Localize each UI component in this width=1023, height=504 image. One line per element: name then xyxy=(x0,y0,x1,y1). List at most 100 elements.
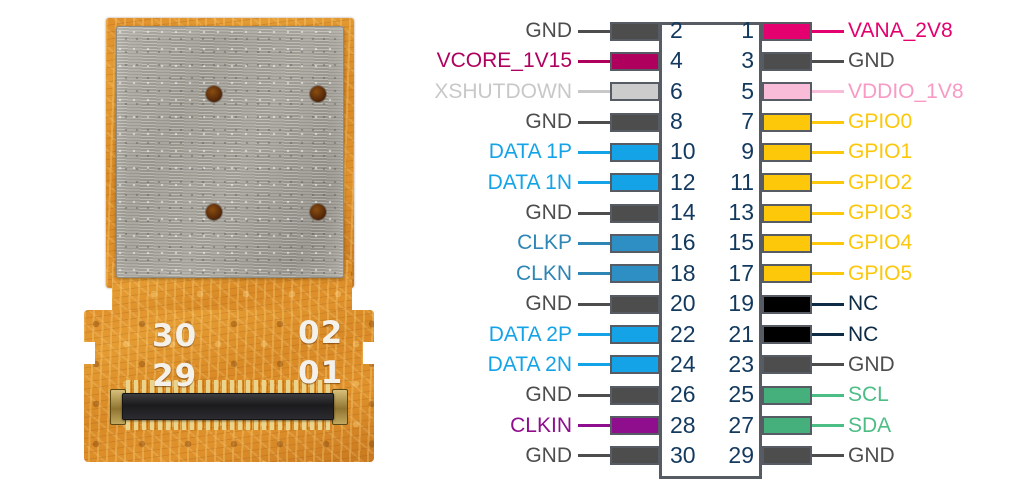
pin-lead-line xyxy=(578,302,612,306)
pin-number-19: 19 xyxy=(728,290,754,317)
pin-pad-29[interactable] xyxy=(762,446,812,466)
pin-number-24: 24 xyxy=(670,350,696,377)
pin-label-1: VANA_2V8 xyxy=(848,19,953,42)
connector-outline-box xyxy=(659,22,762,479)
silkscreen-text: 29 xyxy=(152,358,198,394)
pin-label-8: GND xyxy=(525,110,572,134)
pin-lead-line xyxy=(578,393,612,397)
pin-label-25: SCL xyxy=(848,383,889,407)
pin-pad-18[interactable] xyxy=(610,264,660,284)
shield-hole xyxy=(206,204,222,220)
pin-number-26: 26 xyxy=(670,381,696,408)
pin-pad-11[interactable] xyxy=(762,173,812,193)
pin-pad-8[interactable] xyxy=(610,112,660,132)
pin-number-23: 23 xyxy=(728,350,754,377)
pin-lead-line xyxy=(578,59,612,63)
pin-label-22: DATA 2P xyxy=(488,322,572,346)
silkscreen-text: 30 xyxy=(152,318,198,354)
pin-number-17: 17 xyxy=(728,259,754,286)
pin-lead-line xyxy=(810,333,844,336)
pin-number-22: 22 xyxy=(670,320,696,347)
pin-lead-line xyxy=(578,363,612,367)
pin-label-29: GND xyxy=(848,443,895,467)
pin-label-20: GND xyxy=(525,292,572,316)
pin-pad-27[interactable] xyxy=(762,416,812,436)
pin-number-3: 3 xyxy=(741,47,754,74)
pin-pad-7[interactable] xyxy=(762,112,812,132)
shield-hole xyxy=(310,86,326,102)
pin-number-21: 21 xyxy=(728,320,754,347)
pin-number-15: 15 xyxy=(728,229,754,256)
pin-pad-30[interactable] xyxy=(610,446,660,466)
pin-number-2: 2 xyxy=(670,17,683,43)
pin-pad-17[interactable] xyxy=(762,264,812,284)
pin-number-11: 11 xyxy=(730,168,754,195)
pin-lead-line xyxy=(578,424,612,428)
pin-lead-line xyxy=(578,120,612,124)
metal-shield-can xyxy=(116,26,344,278)
pin-lead-line xyxy=(810,211,844,215)
pin-label-7: GPIO0 xyxy=(848,110,913,134)
pin-label-2: GND xyxy=(525,19,572,42)
pin-number-1: 1 xyxy=(741,17,754,43)
pin-pad-22[interactable] xyxy=(610,325,660,344)
pin-pad-1[interactable] xyxy=(762,21,812,41)
pin-lead-line xyxy=(810,454,844,458)
pin-pad-13[interactable] xyxy=(762,203,812,223)
pin-number-5: 5 xyxy=(741,77,754,104)
pin-lead-line xyxy=(810,150,844,154)
pin-label-16: CLKP xyxy=(517,231,572,255)
pin-pad-25[interactable] xyxy=(762,385,812,405)
pin-label-15: GPIO4 xyxy=(848,231,913,255)
pin-number-12: 12 xyxy=(670,168,696,195)
silkscreen-text: 02 xyxy=(298,315,344,351)
pin-label-12: DATA 1N xyxy=(487,170,572,194)
pin-pad-19[interactable] xyxy=(762,294,812,314)
pin-pad-9[interactable] xyxy=(762,142,812,162)
pin-pad-5[interactable] xyxy=(762,82,812,102)
board-to-board-connector xyxy=(122,393,334,420)
pin-pad-4[interactable] xyxy=(610,51,660,71)
board-notch-right xyxy=(363,342,374,364)
pin-label-23: GND xyxy=(848,352,895,376)
pin-pad-14[interactable] xyxy=(610,203,660,223)
pin-number-10: 10 xyxy=(670,138,696,165)
pin-pad-2[interactable] xyxy=(610,21,660,41)
pin-lead-line xyxy=(578,211,612,215)
pin-lead-line xyxy=(810,363,844,367)
pin-pad-15[interactable] xyxy=(762,233,812,253)
pin-lead-line xyxy=(810,29,844,33)
pin-lead-line xyxy=(810,424,844,428)
pin-pad-10[interactable] xyxy=(610,142,660,162)
pin-number-30: 30 xyxy=(670,441,696,468)
pin-number-7: 7 xyxy=(741,108,754,135)
pin-pad-12[interactable] xyxy=(610,173,660,193)
pin-label-30: GND xyxy=(525,443,572,467)
silkscreen-text: 01 xyxy=(298,355,344,391)
pin-pad-23[interactable] xyxy=(762,355,812,375)
pin-lead-line xyxy=(578,150,612,154)
pin-label-18: CLKN xyxy=(515,261,572,285)
pin-pad-21[interactable] xyxy=(762,325,812,344)
pin-pad-24[interactable] xyxy=(610,355,660,375)
pin-label-11: GPIO2 xyxy=(848,170,913,194)
pin-pad-3[interactable] xyxy=(762,51,812,71)
pin-lead-line xyxy=(810,120,844,124)
pin-lead-line xyxy=(810,181,844,185)
pin-pad-20[interactable] xyxy=(610,294,660,314)
pin-lead-line xyxy=(810,272,844,276)
pin-pad-28[interactable] xyxy=(610,416,660,436)
pin-lead-line xyxy=(578,181,612,185)
pin-pad-16[interactable] xyxy=(610,233,660,253)
pin-label-27: SDA xyxy=(848,413,892,437)
pin-label-5: VDDIO_1V8 xyxy=(848,79,964,103)
pin-label-10: DATA 1P xyxy=(488,140,572,164)
pin-lead-line xyxy=(810,393,844,397)
pin-label-26: GND xyxy=(525,383,572,407)
pin-number-29: 29 xyxy=(728,441,754,468)
pin-pad-6[interactable] xyxy=(610,82,660,102)
pin-lead-line xyxy=(810,241,844,245)
pin-pad-26[interactable] xyxy=(610,385,660,405)
